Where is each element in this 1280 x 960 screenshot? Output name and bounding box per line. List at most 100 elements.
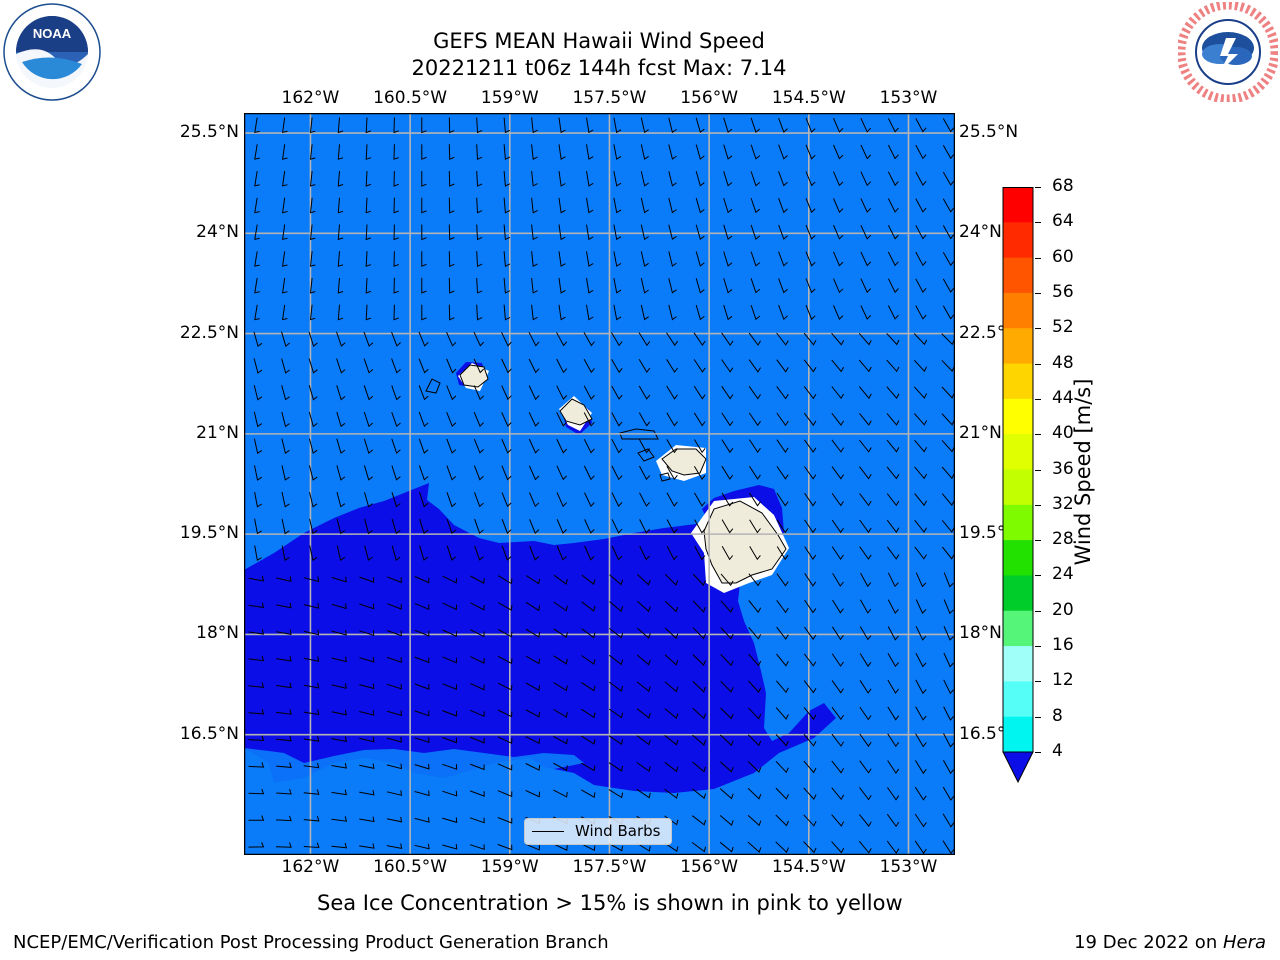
wind-barb bbox=[558, 171, 566, 187]
wind-barb bbox=[750, 144, 761, 160]
wind-barb bbox=[501, 545, 512, 561]
wind-barb bbox=[282, 171, 288, 187]
wind-barb bbox=[639, 519, 651, 534]
wind-barb bbox=[887, 760, 900, 774]
wind-barb bbox=[473, 331, 485, 347]
wind-barb bbox=[414, 629, 430, 637]
wind-barb bbox=[442, 710, 457, 717]
wind-barb bbox=[248, 655, 265, 662]
colorbar-tick-label: 64 bbox=[1052, 211, 1074, 232]
wind-barb bbox=[859, 412, 872, 426]
wind-barb bbox=[446, 492, 457, 508]
wind-barb bbox=[719, 788, 734, 800]
wind-barb bbox=[695, 224, 705, 241]
wind-barb bbox=[337, 304, 344, 321]
wind-barb bbox=[254, 171, 260, 187]
wind-barb bbox=[254, 197, 260, 214]
wind-barb bbox=[832, 572, 844, 587]
wind-barb bbox=[525, 789, 540, 798]
wind-barb bbox=[858, 386, 872, 400]
colorbar-tick-label: 48 bbox=[1052, 352, 1074, 373]
wind-barb bbox=[693, 465, 706, 480]
wind-barb bbox=[336, 411, 346, 428]
wind-barb bbox=[859, 733, 872, 748]
wind-map bbox=[243, 112, 956, 856]
island-maui bbox=[661, 448, 707, 476]
wind-barb bbox=[469, 763, 485, 771]
wind-barb bbox=[393, 251, 399, 267]
wind-barb bbox=[778, 144, 788, 160]
wind-barb bbox=[421, 144, 427, 160]
wind-barb bbox=[776, 680, 789, 694]
wind-barb bbox=[476, 277, 483, 294]
wind-barb bbox=[442, 656, 457, 664]
wind-barb bbox=[720, 680, 734, 693]
wind-barb bbox=[637, 600, 651, 613]
wind-barb bbox=[448, 251, 455, 267]
wind-barb bbox=[609, 681, 624, 692]
wind-barb bbox=[613, 251, 622, 267]
wind-barb bbox=[418, 358, 429, 374]
wind-barb bbox=[860, 572, 872, 588]
wind-barb bbox=[915, 198, 927, 213]
wind-barb bbox=[421, 304, 427, 321]
wind-barb bbox=[611, 385, 623, 400]
wind-barb bbox=[776, 412, 789, 427]
wind-barb bbox=[363, 385, 374, 401]
wind-barb bbox=[695, 117, 705, 134]
sea-ice-note: Sea Ice Concentration > 15% is shown in … bbox=[317, 891, 903, 915]
wind-barb bbox=[414, 576, 430, 584]
wind-barb bbox=[915, 118, 927, 133]
wind-barb bbox=[446, 358, 457, 374]
wind-barb bbox=[556, 385, 568, 400]
wind-barb bbox=[664, 681, 679, 693]
wind-barb bbox=[308, 358, 318, 374]
lon-label-top: 153°W bbox=[879, 88, 938, 108]
wind-barb bbox=[501, 385, 512, 401]
wind-barb bbox=[253, 384, 263, 401]
wind-barb bbox=[476, 117, 483, 134]
wind-barb bbox=[831, 733, 845, 747]
wind-barb bbox=[581, 574, 596, 586]
wind-barb bbox=[694, 519, 706, 534]
wind-barb bbox=[414, 817, 430, 823]
wind-barb bbox=[248, 788, 265, 795]
wind-barb bbox=[831, 332, 845, 346]
wind-barb bbox=[719, 761, 734, 773]
wind-barb bbox=[331, 683, 347, 689]
wind-barb bbox=[778, 278, 788, 294]
wind-barb bbox=[501, 492, 512, 508]
colorbar-tick-label: 24 bbox=[1052, 564, 1074, 585]
wind-barb bbox=[365, 197, 372, 214]
lat-label-left: 16.5°N bbox=[179, 723, 239, 744]
wind-barb bbox=[303, 709, 320, 716]
wind-barb bbox=[393, 197, 399, 214]
wind-barb bbox=[419, 518, 429, 535]
wind-barb bbox=[886, 840, 900, 854]
wind-barb bbox=[531, 251, 538, 267]
wind-barb bbox=[528, 412, 540, 427]
wind-barb bbox=[446, 385, 457, 401]
wind-barb bbox=[941, 333, 955, 346]
lon-label-top: 159°W bbox=[480, 88, 539, 108]
wind-barb bbox=[803, 412, 817, 427]
ocean-light-ribbon bbox=[244, 748, 584, 785]
wind-barb bbox=[860, 251, 872, 267]
wind-barb bbox=[473, 438, 484, 454]
wind-barb bbox=[442, 817, 458, 824]
colorbar-tick-mark bbox=[1035, 752, 1041, 753]
wind-barb bbox=[721, 332, 734, 346]
wind-barb bbox=[531, 224, 538, 241]
wind-barb bbox=[941, 413, 955, 426]
wind-barb bbox=[446, 518, 457, 535]
noaa-logo-text: NOAA bbox=[33, 26, 72, 41]
wind-barb bbox=[281, 385, 290, 401]
colorbar-segment bbox=[1003, 292, 1033, 329]
wind-barb bbox=[282, 117, 288, 134]
colorbar-segment bbox=[1003, 434, 1033, 470]
wind-barb bbox=[558, 144, 566, 161]
wind-barb bbox=[359, 656, 375, 663]
wind-barb bbox=[531, 304, 538, 321]
wind-barb bbox=[942, 118, 955, 133]
wind-barb bbox=[914, 439, 928, 453]
